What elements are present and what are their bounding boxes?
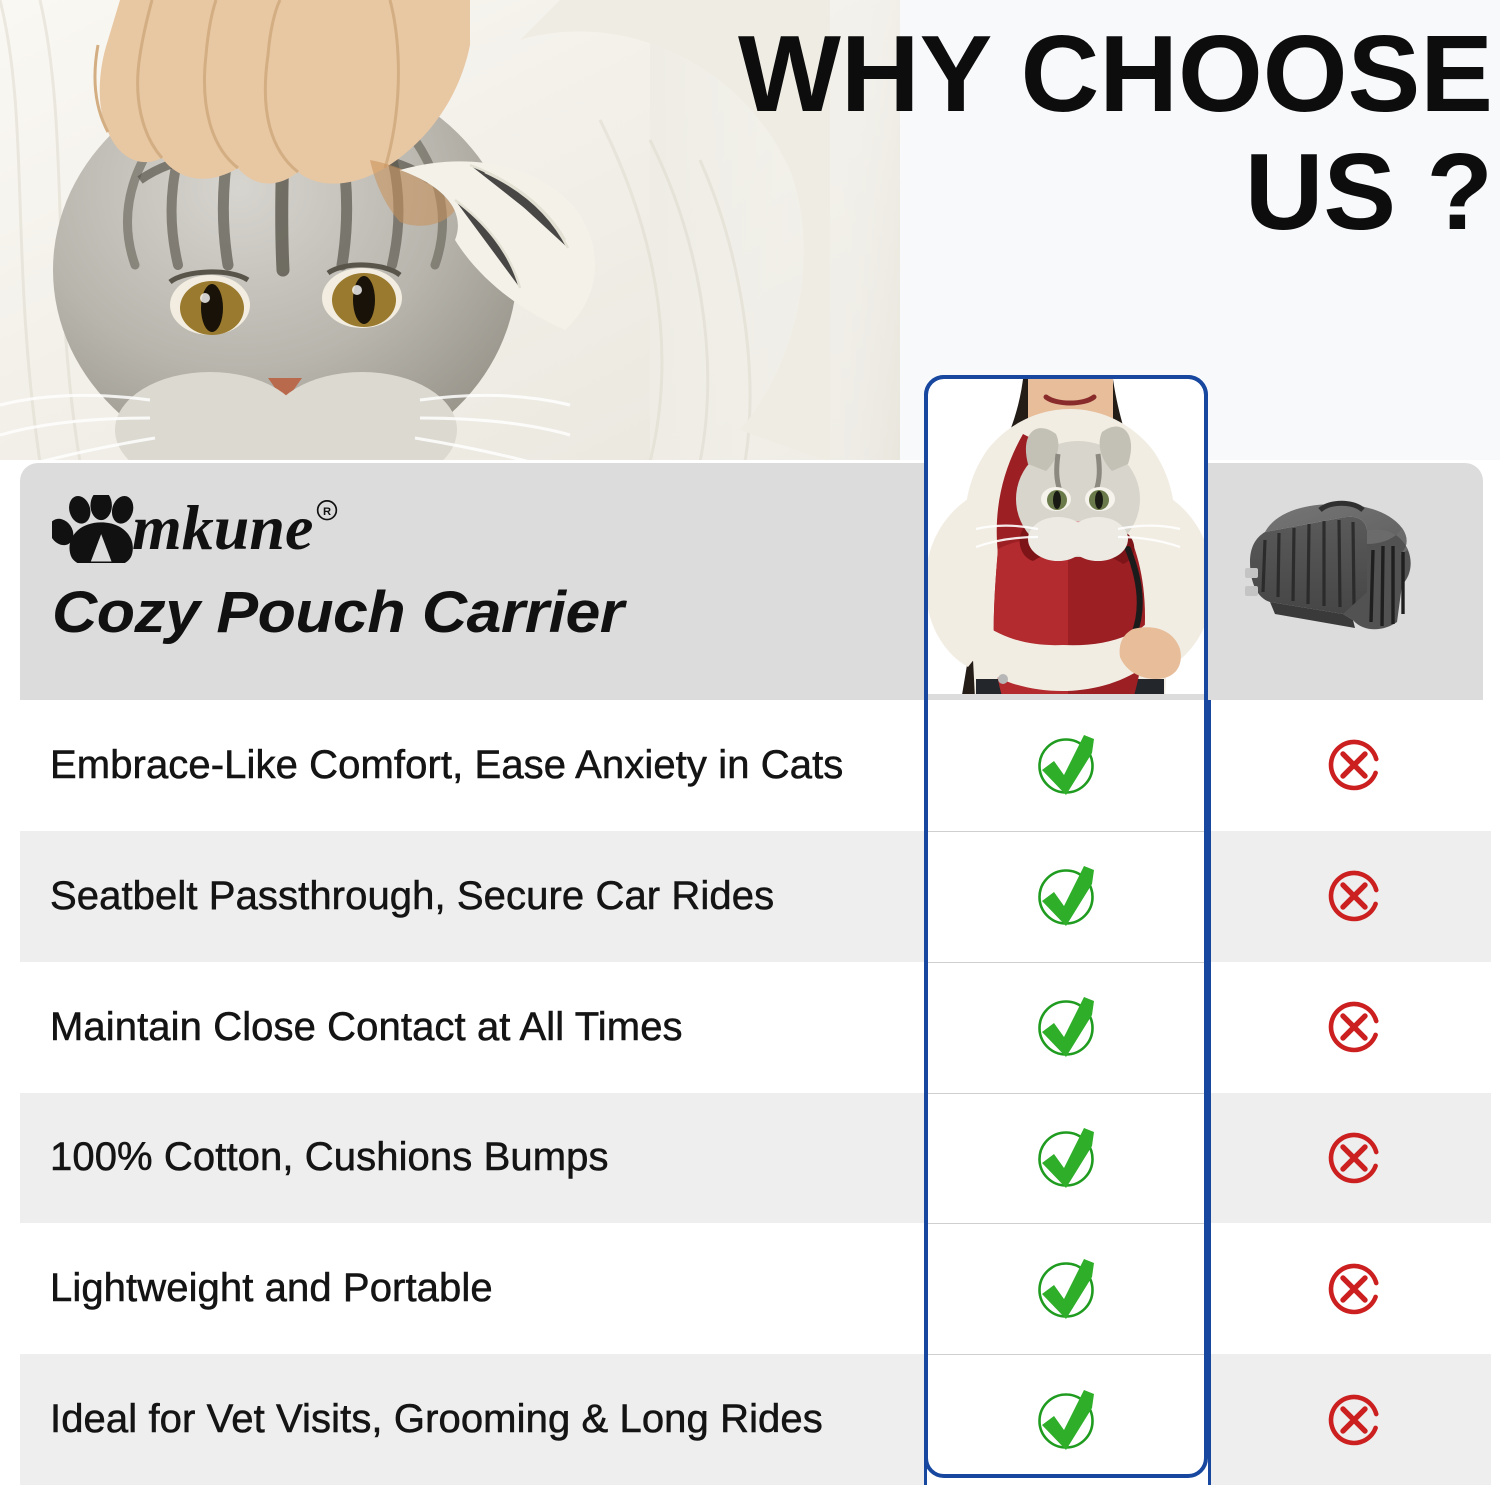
svg-text:R: R [323, 506, 331, 518]
